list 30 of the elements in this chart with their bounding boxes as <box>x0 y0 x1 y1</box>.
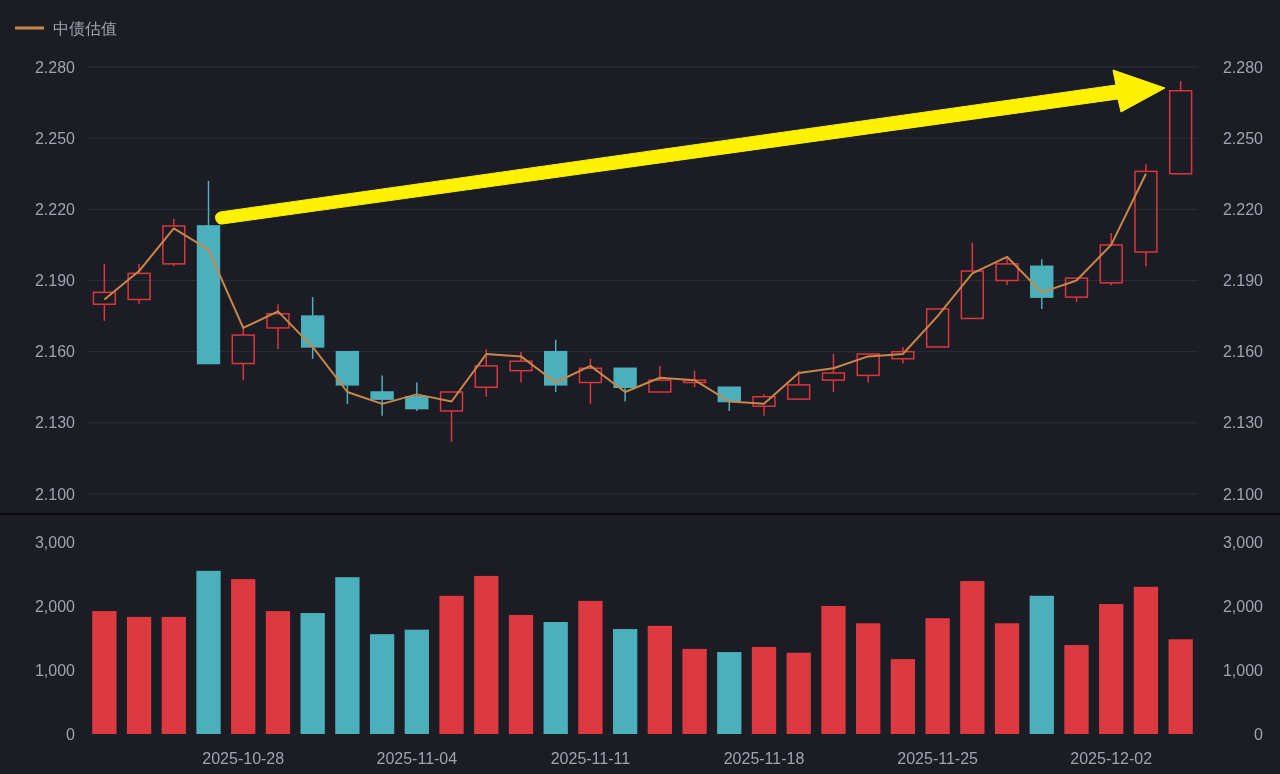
y-tick-label: 2.130 <box>34 414 76 432</box>
y2-tick-label: 2.130 <box>1222 414 1264 432</box>
y2-tick-label: 2.280 <box>1222 58 1264 76</box>
y2-tick-label: 1,000 <box>1222 661 1264 679</box>
y-tick-label: 3,000 <box>34 533 76 551</box>
y-tick-label: 1,000 <box>34 661 76 679</box>
x-tick-label: 2025-11-25 <box>897 749 979 767</box>
y-tick-label: 0 <box>66 725 76 743</box>
y-tick-label: 2.220 <box>34 200 76 218</box>
y-tick-label: 2.280 <box>34 58 76 76</box>
y-tick-label: 2,000 <box>34 597 76 615</box>
y2-tick-label: 3,000 <box>1222 533 1264 551</box>
x-tick-label: 2025-12-02 <box>1070 749 1153 767</box>
x-tick-label: 2025-11-04 <box>376 749 458 767</box>
y-tick-label: 2.100 <box>34 485 76 503</box>
x-tick-label: 2025-10-28 <box>202 749 285 767</box>
y2-tick-label: 2.160 <box>1222 343 1264 361</box>
y-tick-label: 2.160 <box>34 343 76 361</box>
y2-tick-label: 0 <box>1254 725 1264 743</box>
y-tick-label: 2.190 <box>34 272 76 289</box>
legend-label: 中债估值 <box>53 19 117 37</box>
y2-tick-label: 2.220 <box>1222 200 1264 218</box>
y2-tick-label: 2.100 <box>1222 485 1264 503</box>
x-tick-label: 2025-11-18 <box>723 749 805 767</box>
y2-tick-label: 2.250 <box>1222 129 1264 147</box>
x-tick-label: 2025-11-11 <box>550 749 631 767</box>
legend: 中债估值 <box>15 19 117 37</box>
y2-tick-label: 2,000 <box>1222 597 1264 615</box>
y-tick-label: 2.250 <box>34 129 76 147</box>
y2-tick-label: 2.190 <box>1222 272 1264 289</box>
